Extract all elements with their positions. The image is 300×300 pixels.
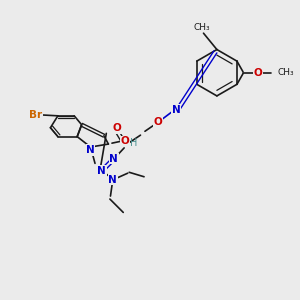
Text: Br: Br (29, 110, 42, 120)
Text: N: N (98, 166, 106, 176)
Text: N: N (110, 154, 118, 164)
Text: CH₃: CH₃ (277, 68, 294, 77)
Text: O: O (154, 117, 163, 127)
Text: O: O (120, 136, 129, 146)
Text: CH₃: CH₃ (194, 23, 210, 32)
Text: N: N (109, 175, 117, 185)
Text: O: O (254, 68, 262, 78)
Text: H: H (130, 138, 137, 148)
Text: O: O (112, 123, 121, 133)
Text: N: N (86, 145, 95, 155)
Text: N: N (172, 105, 181, 115)
